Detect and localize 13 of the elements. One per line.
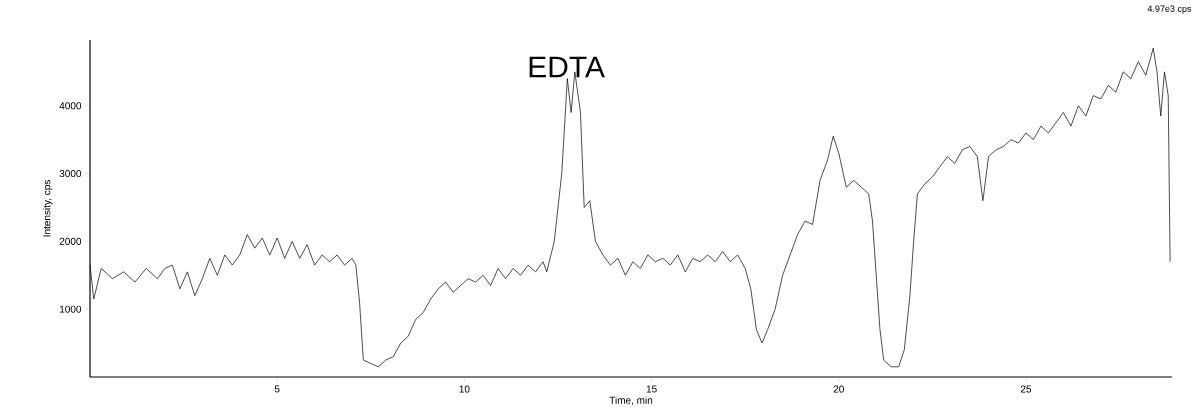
y-axis-title: Intensity, cps <box>43 180 53 237</box>
x-tick-label: 25 <box>1020 385 1032 393</box>
x-tick-label: 20 <box>833 385 844 393</box>
y-tick-label: 2000 <box>59 237 82 245</box>
y-tick-label: 3000 <box>59 170 82 178</box>
x-tick-label: 10 <box>459 385 470 393</box>
annotation: EDTA <box>529 56 605 78</box>
text: 4.97e3 cps <box>1147 5 1192 14</box>
x-tick-label: 15 <box>646 385 657 393</box>
x-axis-title: Time, min <box>609 396 653 405</box>
y-tick-label: 4000 <box>59 102 82 110</box>
x-tick-label: 5 <box>274 385 280 393</box>
y-tick-label: 1000 <box>60 305 82 313</box>
